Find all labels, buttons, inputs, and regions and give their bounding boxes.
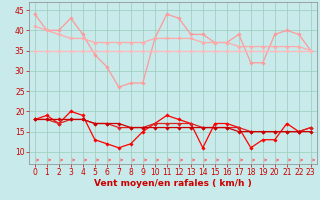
X-axis label: Vent moyen/en rafales ( km/h ): Vent moyen/en rafales ( km/h ) [94,179,252,188]
